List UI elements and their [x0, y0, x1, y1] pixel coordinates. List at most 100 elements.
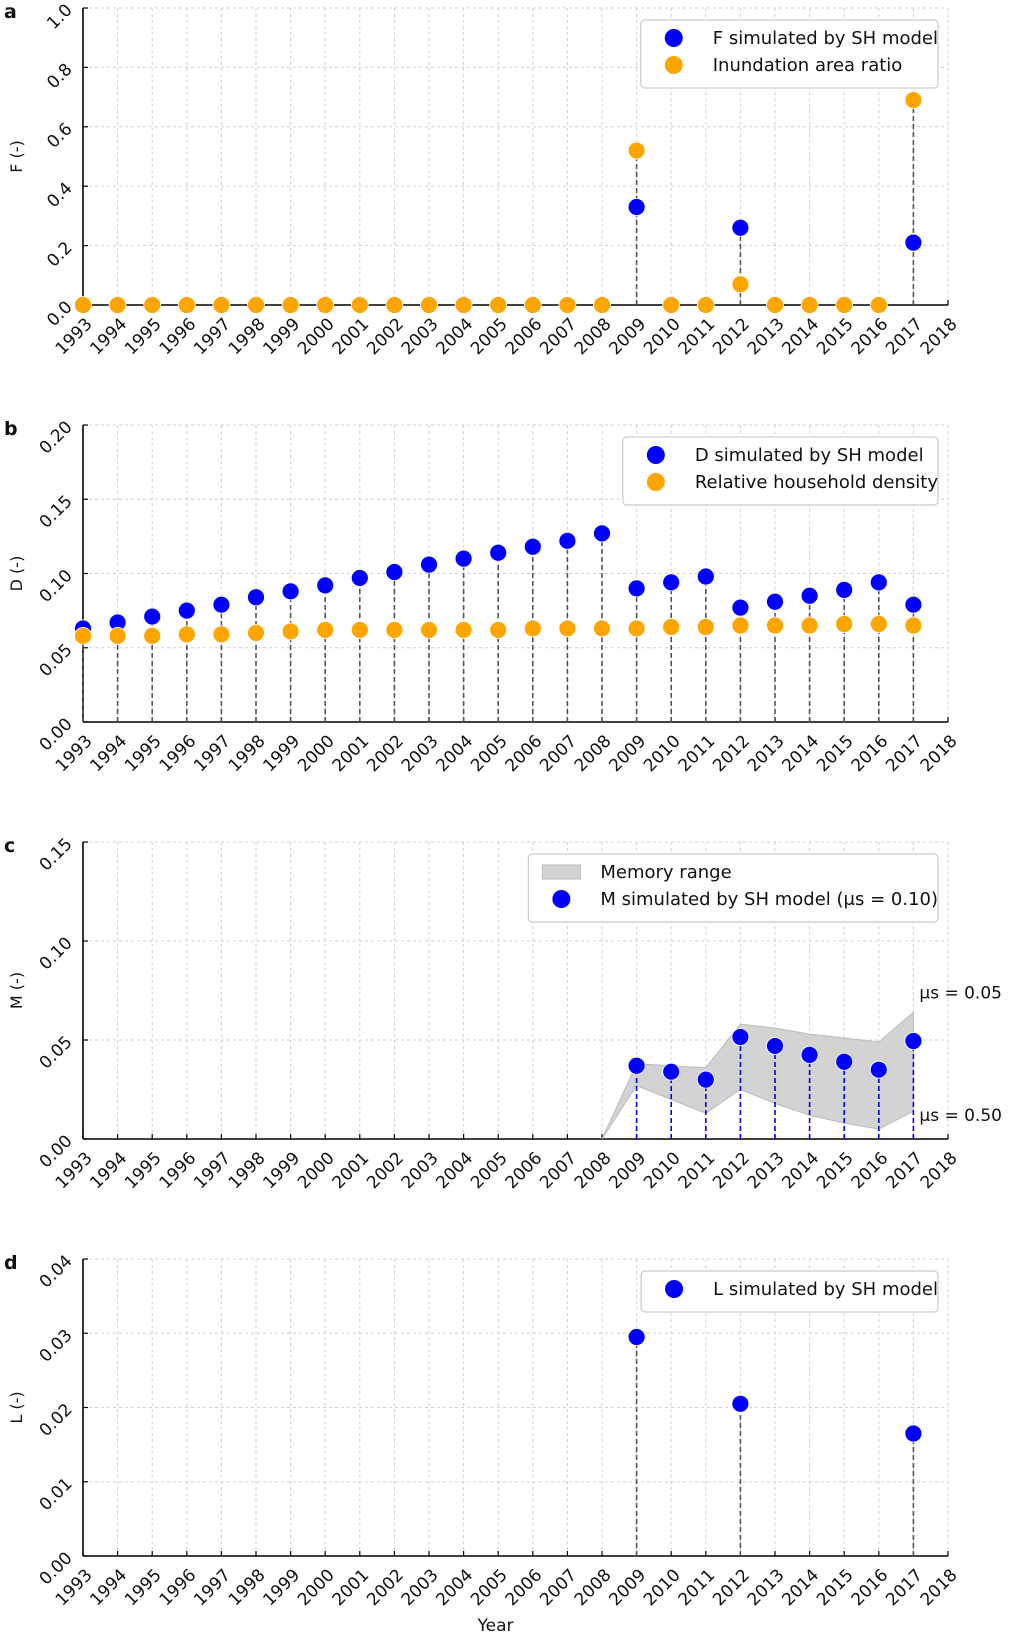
data-point-observed [108, 626, 127, 645]
data-point-simulated [800, 1045, 819, 1064]
data-point-simulated [800, 586, 819, 605]
data-point-observed [593, 619, 611, 638]
x-tick-label: 2008 [571, 731, 616, 776]
data-point-observed [627, 141, 646, 160]
x-tick-label: 1995 [121, 314, 166, 359]
panel-b: b199319941995199619971998199920002001200… [4, 417, 962, 776]
legend-marker [646, 446, 665, 464]
x-tick-label: 2018 [917, 1148, 962, 1193]
data-point-observed [800, 296, 819, 314]
data-point-simulated [731, 218, 750, 237]
y-tick-label: 0.6 [43, 119, 76, 152]
x-tick-label: 2014 [778, 731, 823, 776]
legend: Memory range M simulated by SH model (μs … [527, 853, 939, 923]
data-point-observed [766, 616, 784, 635]
legend-marker [552, 890, 571, 908]
x-tick-label: 1996 [156, 731, 201, 776]
x-tick-label: 2002 [363, 731, 408, 776]
data-point-observed [662, 296, 681, 314]
y-axis-label: L (-) [7, 1391, 26, 1423]
data-point-observed [627, 619, 646, 638]
x-tick-label: 1999 [259, 1148, 304, 1193]
legend: F simulated by SH model Inundation area r… [640, 19, 939, 89]
annotation-label: μs = 0.05 [919, 983, 1002, 1003]
x-tick-label: 2007 [536, 1148, 581, 1193]
x-tick-label: 2017 [882, 1148, 927, 1193]
x-tick-label: 2003 [398, 314, 443, 359]
x-tick-label: 2015 [813, 1565, 858, 1610]
data-point-simulated [523, 537, 542, 556]
y-tick-label: 0.05 [36, 1032, 77, 1073]
legend-label: Memory range [600, 862, 731, 883]
x-tick-label: 2014 [778, 1148, 823, 1193]
data-point-simulated [696, 1070, 715, 1089]
y-tick-label: 0.03 [36, 1326, 77, 1367]
x-tick-label: 2018 [917, 731, 962, 776]
x-tick-label: 2001 [329, 1148, 374, 1193]
y-tick-label: 0.15 [36, 492, 77, 533]
data-point-observed [662, 618, 681, 636]
x-tick-label: 2001 [329, 731, 374, 776]
legend: L simulated by SH model [640, 1270, 939, 1313]
x-tick-label: 2012 [709, 731, 754, 776]
data-point-observed [800, 616, 819, 635]
x-tick-label: 2003 [398, 731, 443, 776]
x-tick-label: 1998 [225, 731, 270, 776]
data-point-simulated [593, 524, 611, 543]
x-tick-label: 2000 [294, 1565, 339, 1610]
data-point-observed [385, 621, 404, 639]
data-point-simulated [627, 198, 646, 216]
data-point-simulated [904, 595, 923, 614]
data-point-simulated [904, 1424, 923, 1443]
x-tick-label: 2016 [848, 314, 893, 359]
data-point-observed [420, 621, 438, 639]
data-point-simulated [627, 1328, 646, 1346]
x-tick-label: 1994 [86, 1565, 131, 1610]
x-tick-label: 2016 [848, 1565, 893, 1610]
y-tick-label: 0.2 [43, 238, 76, 271]
data-point-observed [212, 625, 231, 644]
data-point-observed [558, 619, 577, 638]
x-tick-label: 2007 [536, 314, 581, 359]
x-tick-label: 2006 [502, 1565, 547, 1610]
x-tick-label: 2017 [882, 1565, 927, 1610]
data-point-simulated [212, 595, 231, 614]
legend-marker [664, 56, 683, 74]
legend-swatch-memory-range [541, 864, 581, 880]
data-point-observed [212, 296, 231, 314]
x-tick-label: 2018 [917, 1565, 962, 1610]
data-point-simulated [696, 567, 715, 586]
panel-a: a199319941995199619971998199920002001200… [4, 0, 962, 359]
data-point-simulated [731, 1394, 750, 1413]
y-tick-label: 0.15 [36, 834, 77, 875]
y-tick-label: 0.04 [36, 1251, 77, 1292]
x-tick-label: 2013 [744, 1148, 789, 1193]
data-point-observed [454, 296, 473, 314]
x-tick-label: 1997 [190, 1148, 235, 1193]
data-point-observed [904, 91, 923, 109]
x-tick-label: 2009 [605, 731, 650, 776]
legend-box [622, 436, 939, 506]
x-tick-label: 2012 [709, 1565, 754, 1610]
data-point-observed [696, 296, 715, 314]
x-tick-label: 2000 [294, 731, 339, 776]
x-tick-label: 1996 [156, 314, 201, 359]
x-tick-label: 2016 [848, 1148, 893, 1193]
x-tick-label: 2001 [329, 1565, 374, 1610]
data-point-simulated [731, 598, 750, 617]
y-tick-label: 0.01 [36, 1474, 77, 1515]
data-point-observed [420, 296, 438, 314]
data-point-simulated [835, 1052, 854, 1071]
data-point-observed [766, 296, 784, 314]
x-tick-label: 2006 [502, 731, 547, 776]
legend-marker [646, 473, 665, 491]
data-point-observed [454, 621, 473, 639]
y-tick-label: 0.02 [36, 1400, 77, 1441]
x-tick-label: 1997 [190, 314, 235, 359]
x-tick-label: 2002 [363, 1565, 408, 1610]
x-tick-label: 1997 [190, 1565, 235, 1610]
data-point-observed [869, 615, 888, 633]
x-tick-label: 1995 [121, 731, 166, 776]
data-point-observed [281, 622, 300, 641]
legend-marker [665, 1280, 684, 1298]
